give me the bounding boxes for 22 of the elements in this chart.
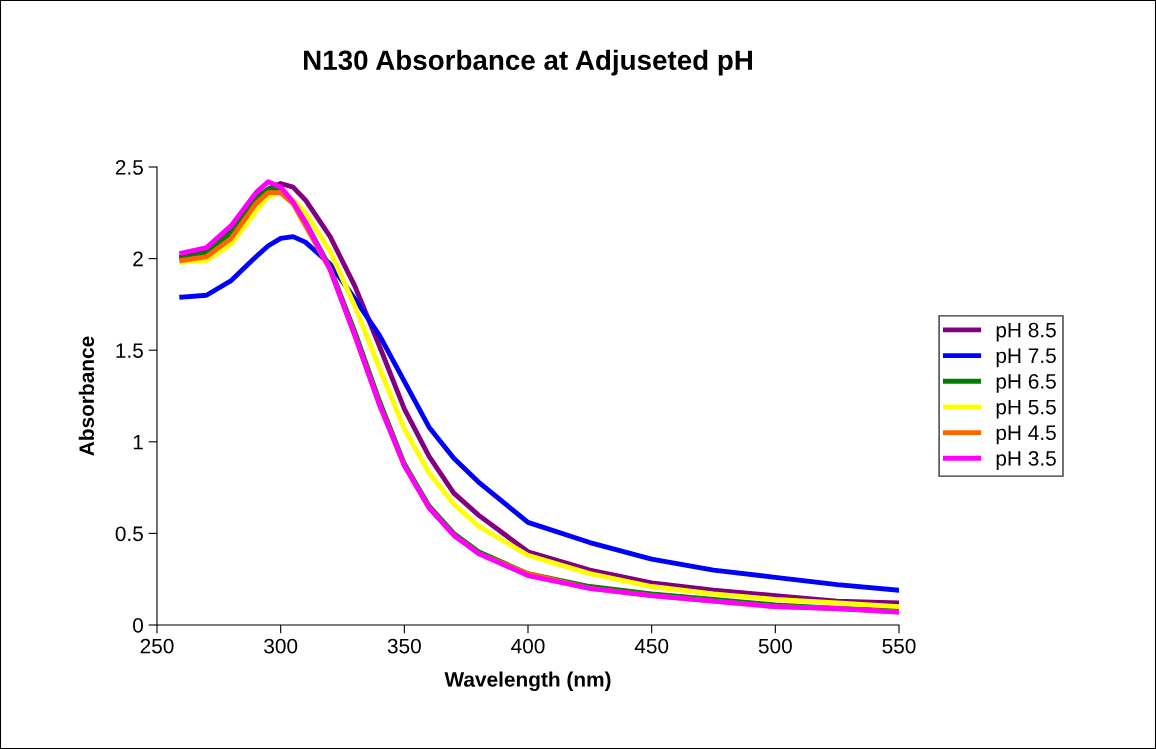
x-tick-label: 550 — [882, 638, 916, 654]
legend-label: pH 4.5 — [996, 425, 1056, 445]
x-axis-title: Wavelength (nm) — [444, 671, 611, 692]
y-axis-title: Absorbance — [78, 336, 95, 456]
y-tick-label: 0 — [133, 618, 143, 633]
chart-title: N130 Absorbance at Adjuseted pH — [304, 49, 753, 76]
legend-label: pH 3.5 — [996, 451, 1056, 470]
x-tick-label: 250 — [140, 638, 174, 654]
y-tick-label: 1 — [133, 435, 143, 450]
legend-label: pH 5.5 — [996, 399, 1056, 419]
y-tick-label: 2.5 — [115, 160, 143, 175]
x-tick-label: 350 — [387, 638, 421, 654]
x-tick-label: 300 — [264, 638, 298, 654]
x-tick-label: 500 — [758, 638, 792, 654]
legend-label: pH 7.5 — [996, 348, 1056, 368]
x-tick-label: 450 — [634, 638, 669, 654]
legend-label: pH 6.5 — [996, 374, 1056, 393]
y-tick-label: 2 — [133, 251, 143, 267]
legend-label: pH 8.5 — [996, 322, 1056, 342]
y-tick-label: 1.5 — [116, 343, 143, 358]
x-tick-label: 400 — [511, 638, 545, 654]
y-tick-label: 0.5 — [115, 526, 143, 542]
